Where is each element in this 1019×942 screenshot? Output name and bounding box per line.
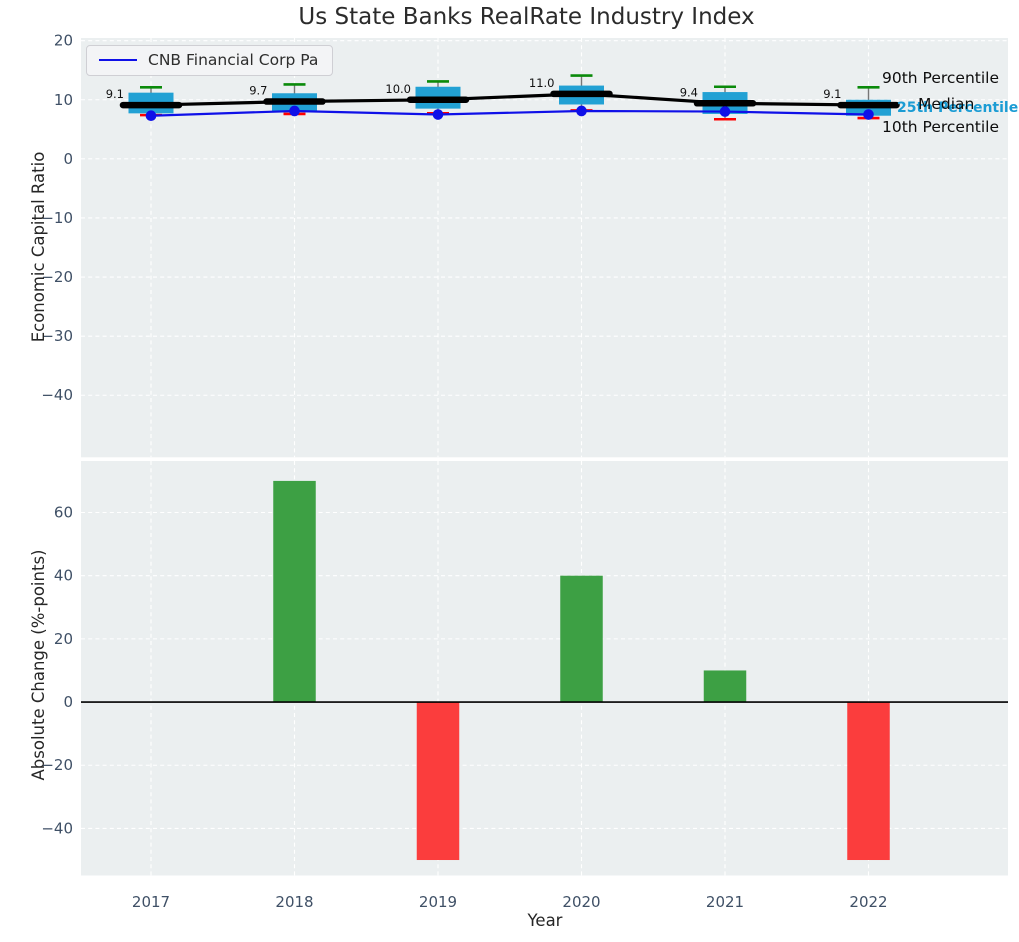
legend-line-swatch [99, 58, 137, 62]
company-marker-2019 [432, 109, 444, 120]
top-ytick--20: −20 [41, 268, 73, 286]
bottom-ytick-40: 40 [54, 567, 73, 585]
top-ytick-10: 10 [54, 91, 73, 109]
bar-2018 [273, 480, 316, 703]
annotation-10th-percentile: 10th Percentile [882, 118, 1000, 136]
bar-2021 [703, 670, 747, 703]
top-ytick--40: −40 [41, 386, 73, 404]
top-ytick--10: −10 [41, 209, 73, 227]
company-marker-2017 [145, 110, 157, 122]
bottom-ytick--40: −40 [41, 819, 73, 837]
bottom-ytick--20: −20 [41, 756, 73, 774]
bottom-y-axis-label: Absolute Change (%-points) [29, 549, 48, 781]
legend: CNB Financial Corp Pa [86, 45, 334, 76]
median-value-label-2017: 9.1 [106, 87, 124, 101]
annotation-25th-percentile: 25th Percentile [897, 100, 1019, 116]
annotation-median: Median [918, 95, 975, 113]
company-marker-2021 [719, 106, 731, 117]
legend-label: CNB Financial Corp Pa [148, 51, 319, 69]
median-value-label-2020: 11.0 [529, 76, 555, 90]
top-ytick--30: −30 [41, 327, 73, 345]
top-ytick-0: 0 [63, 150, 73, 168]
top-ytick-20: 20 [54, 32, 73, 50]
xtick-2017: 2017 [132, 893, 170, 911]
x-axis-label: Year [527, 911, 563, 930]
company-marker-2022 [863, 109, 874, 120]
xtick-2022: 2022 [849, 893, 887, 911]
company-marker-2020 [576, 105, 587, 117]
chart-title: Us State Banks RealRate Industry Index [298, 4, 755, 30]
top-y-axis-label: Economic Capital Ratio [29, 151, 48, 343]
company-line [150, 109, 869, 117]
bar-2022 [847, 702, 890, 861]
bar-2020 [560, 575, 603, 703]
median-value-label-2022: 9.1 [823, 87, 841, 101]
bottom-ytick-0: 0 [63, 693, 73, 711]
median-value-label-2019: 10.0 [385, 82, 411, 96]
bar-2019 [416, 702, 460, 861]
annotation-90th-percentile: 90th Percentile [882, 69, 1000, 87]
median-value-label-2018: 9.7 [249, 84, 267, 98]
xtick-2018: 2018 [275, 893, 313, 911]
xtick-2021: 2021 [706, 893, 744, 911]
bottom-ytick-20: 20 [54, 630, 73, 648]
xtick-2019: 2019 [419, 893, 457, 911]
bottom-ytick-60: 60 [54, 503, 73, 521]
company-marker-2018 [289, 105, 300, 117]
xtick-2020: 2020 [562, 893, 600, 911]
median-value-label-2021: 9.4 [680, 85, 698, 99]
